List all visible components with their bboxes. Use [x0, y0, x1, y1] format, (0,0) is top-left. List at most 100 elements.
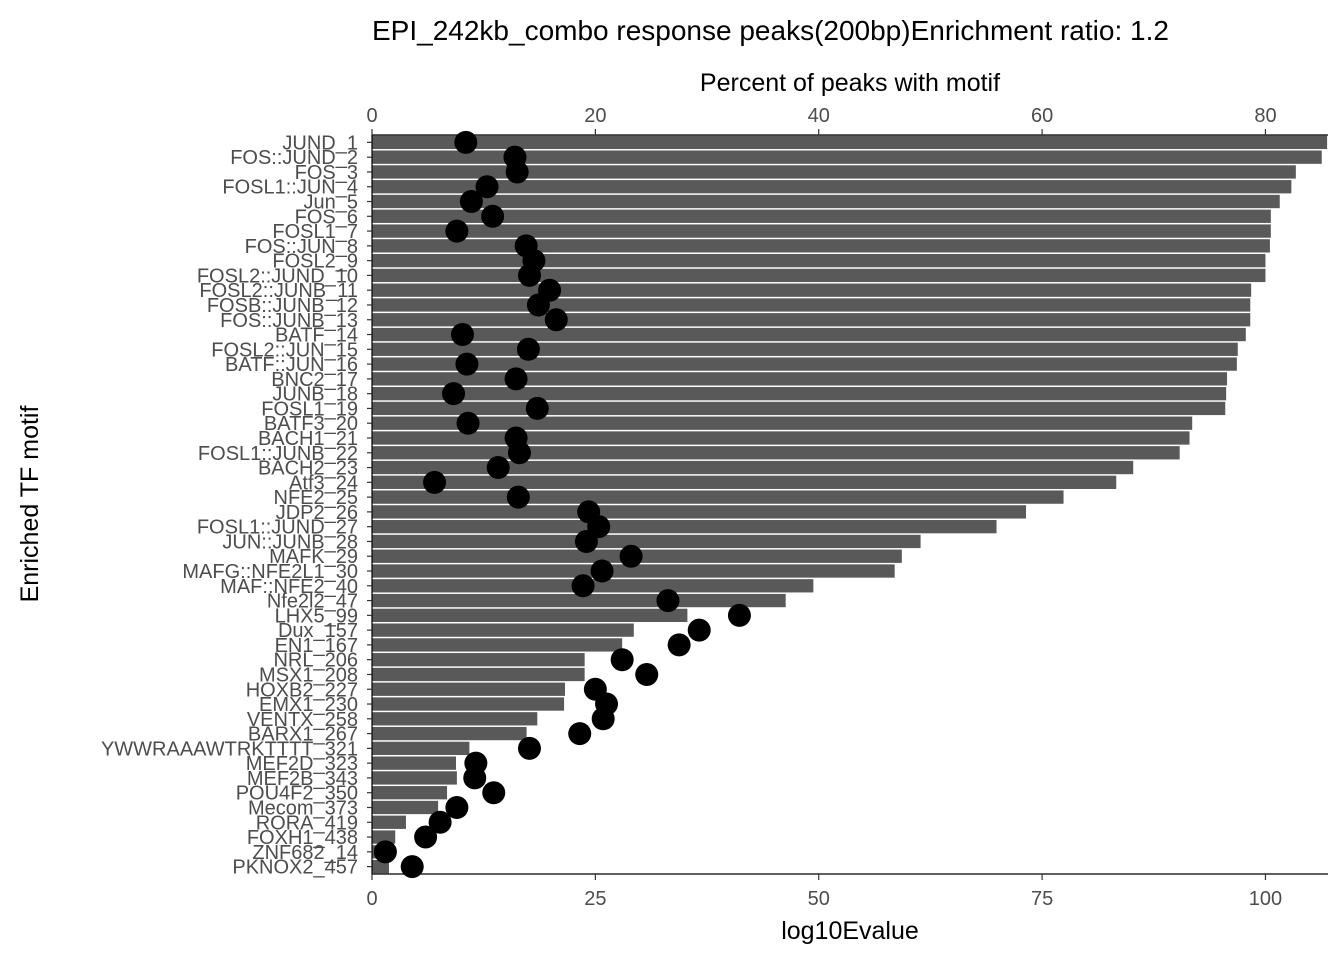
category-label: Nfe2l2_47	[267, 591, 358, 613]
category-label: MAFG::NFE2L1_30	[182, 561, 358, 583]
bar	[372, 194, 1280, 209]
bar	[372, 800, 439, 815]
bar	[372, 313, 1251, 327]
percent-point	[571, 574, 595, 598]
category-label: JUNB_18	[272, 384, 358, 406]
percent-point	[445, 219, 469, 243]
top-tick-label: 40	[808, 105, 830, 127]
percent-point	[414, 825, 438, 849]
bar	[372, 830, 396, 844]
percent-point	[574, 529, 598, 553]
category-label: NRL_206	[273, 650, 358, 672]
percent-point	[506, 485, 530, 509]
percent-point	[517, 736, 541, 760]
bar	[372, 534, 921, 549]
category-label: FOSL1::JUND_27	[197, 517, 358, 539]
bar	[372, 446, 1180, 460]
bar	[372, 564, 895, 578]
percent-point	[482, 781, 506, 805]
percent-point	[568, 722, 592, 746]
category-label: FOSL2::JUNB_11	[199, 280, 358, 302]
top-axis-title: Percent of peaks with motif	[700, 69, 1000, 97]
category-label: BNC2_17	[271, 369, 358, 391]
percent-point	[517, 263, 541, 287]
bar	[372, 253, 1266, 268]
category-label: BATF_14	[275, 325, 358, 347]
bar	[372, 667, 585, 682]
category-label: BACH2_23	[258, 458, 358, 480]
bar	[372, 283, 1252, 297]
bottom-tick-label: 25	[584, 888, 606, 910]
percent-point	[544, 308, 568, 332]
bar	[372, 682, 565, 696]
percent-point	[450, 323, 474, 347]
category-label: BACH1_21	[258, 428, 358, 450]
category-label: NFE2_25	[274, 487, 359, 509]
category-label: FOSL1::JUNB_22	[198, 443, 358, 465]
percent-point	[591, 707, 615, 731]
percent-point	[423, 470, 447, 494]
bar	[372, 697, 565, 711]
category-label: MAFK_29	[269, 546, 358, 568]
bar	[372, 653, 585, 667]
chart-title: EPI_242kb_combo response peaks(200bp)Enr…	[372, 15, 1169, 46]
bar	[372, 416, 1193, 430]
bar	[372, 638, 623, 652]
percent-point	[428, 810, 452, 834]
bar	[372, 165, 1296, 179]
bar	[372, 239, 1270, 253]
category-label: LHX5_99	[275, 605, 358, 627]
category-label: FOSB::JUNB_12	[207, 295, 358, 317]
bar	[372, 741, 470, 756]
category-label: MEF2D_323	[246, 753, 358, 775]
bar	[372, 786, 448, 800]
bar	[372, 224, 1271, 238]
category-label: FOS::JUND_2	[230, 147, 358, 169]
category-label: FOSL2_9	[272, 251, 358, 273]
category-label: RORA_419	[256, 812, 358, 834]
percent-point	[525, 396, 549, 420]
percent-point	[455, 352, 479, 376]
category-label: YWWRAAAWTRKTTTT_321	[101, 738, 358, 760]
bottom-tick-label: 50	[808, 888, 830, 910]
bottom-tick-label: 100	[1249, 888, 1282, 910]
category-label: VENTX_258	[247, 709, 358, 731]
bar	[372, 209, 1271, 223]
bar	[372, 475, 1117, 489]
category-label: JDP2_26	[276, 502, 358, 524]
bar	[372, 268, 1266, 283]
percent-point	[526, 293, 550, 317]
category-label: Jun_5	[304, 192, 359, 214]
bar	[372, 520, 997, 534]
category-label: JUN::JUNB_28	[222, 531, 358, 553]
bottom-axis-title: log10Evalue	[781, 917, 919, 945]
bar	[372, 135, 1328, 150]
category-label: EN1_167	[275, 635, 358, 657]
top-tick-label: 0	[366, 105, 377, 127]
percent-point	[504, 367, 528, 391]
category-label: MEF2B_343	[247, 768, 358, 790]
percent-point	[507, 441, 531, 465]
category-label: BARX1_267	[248, 724, 358, 746]
bar	[372, 623, 634, 637]
bottom-tick-label: 75	[1031, 888, 1053, 910]
percent-point	[516, 337, 540, 361]
percent-point	[635, 662, 659, 686]
category-label: FOS::JUNB_13	[220, 310, 358, 332]
bar	[372, 771, 457, 785]
bar	[372, 712, 538, 726]
category-label: ZNF682_14	[252, 842, 358, 864]
bar	[372, 327, 1246, 342]
category-label: FOSL1::JUN_4	[222, 177, 358, 199]
percent-point	[463, 766, 487, 790]
percent-point	[475, 175, 499, 199]
bar	[372, 593, 786, 608]
percent-point	[590, 559, 614, 583]
top-tick-label: 60	[1031, 105, 1053, 127]
bar	[372, 386, 1227, 401]
bar	[372, 150, 1322, 164]
bar	[372, 726, 527, 741]
bottom-tick-label: 0	[366, 888, 377, 910]
category-label: FOSL2::JUN_15	[211, 339, 358, 361]
